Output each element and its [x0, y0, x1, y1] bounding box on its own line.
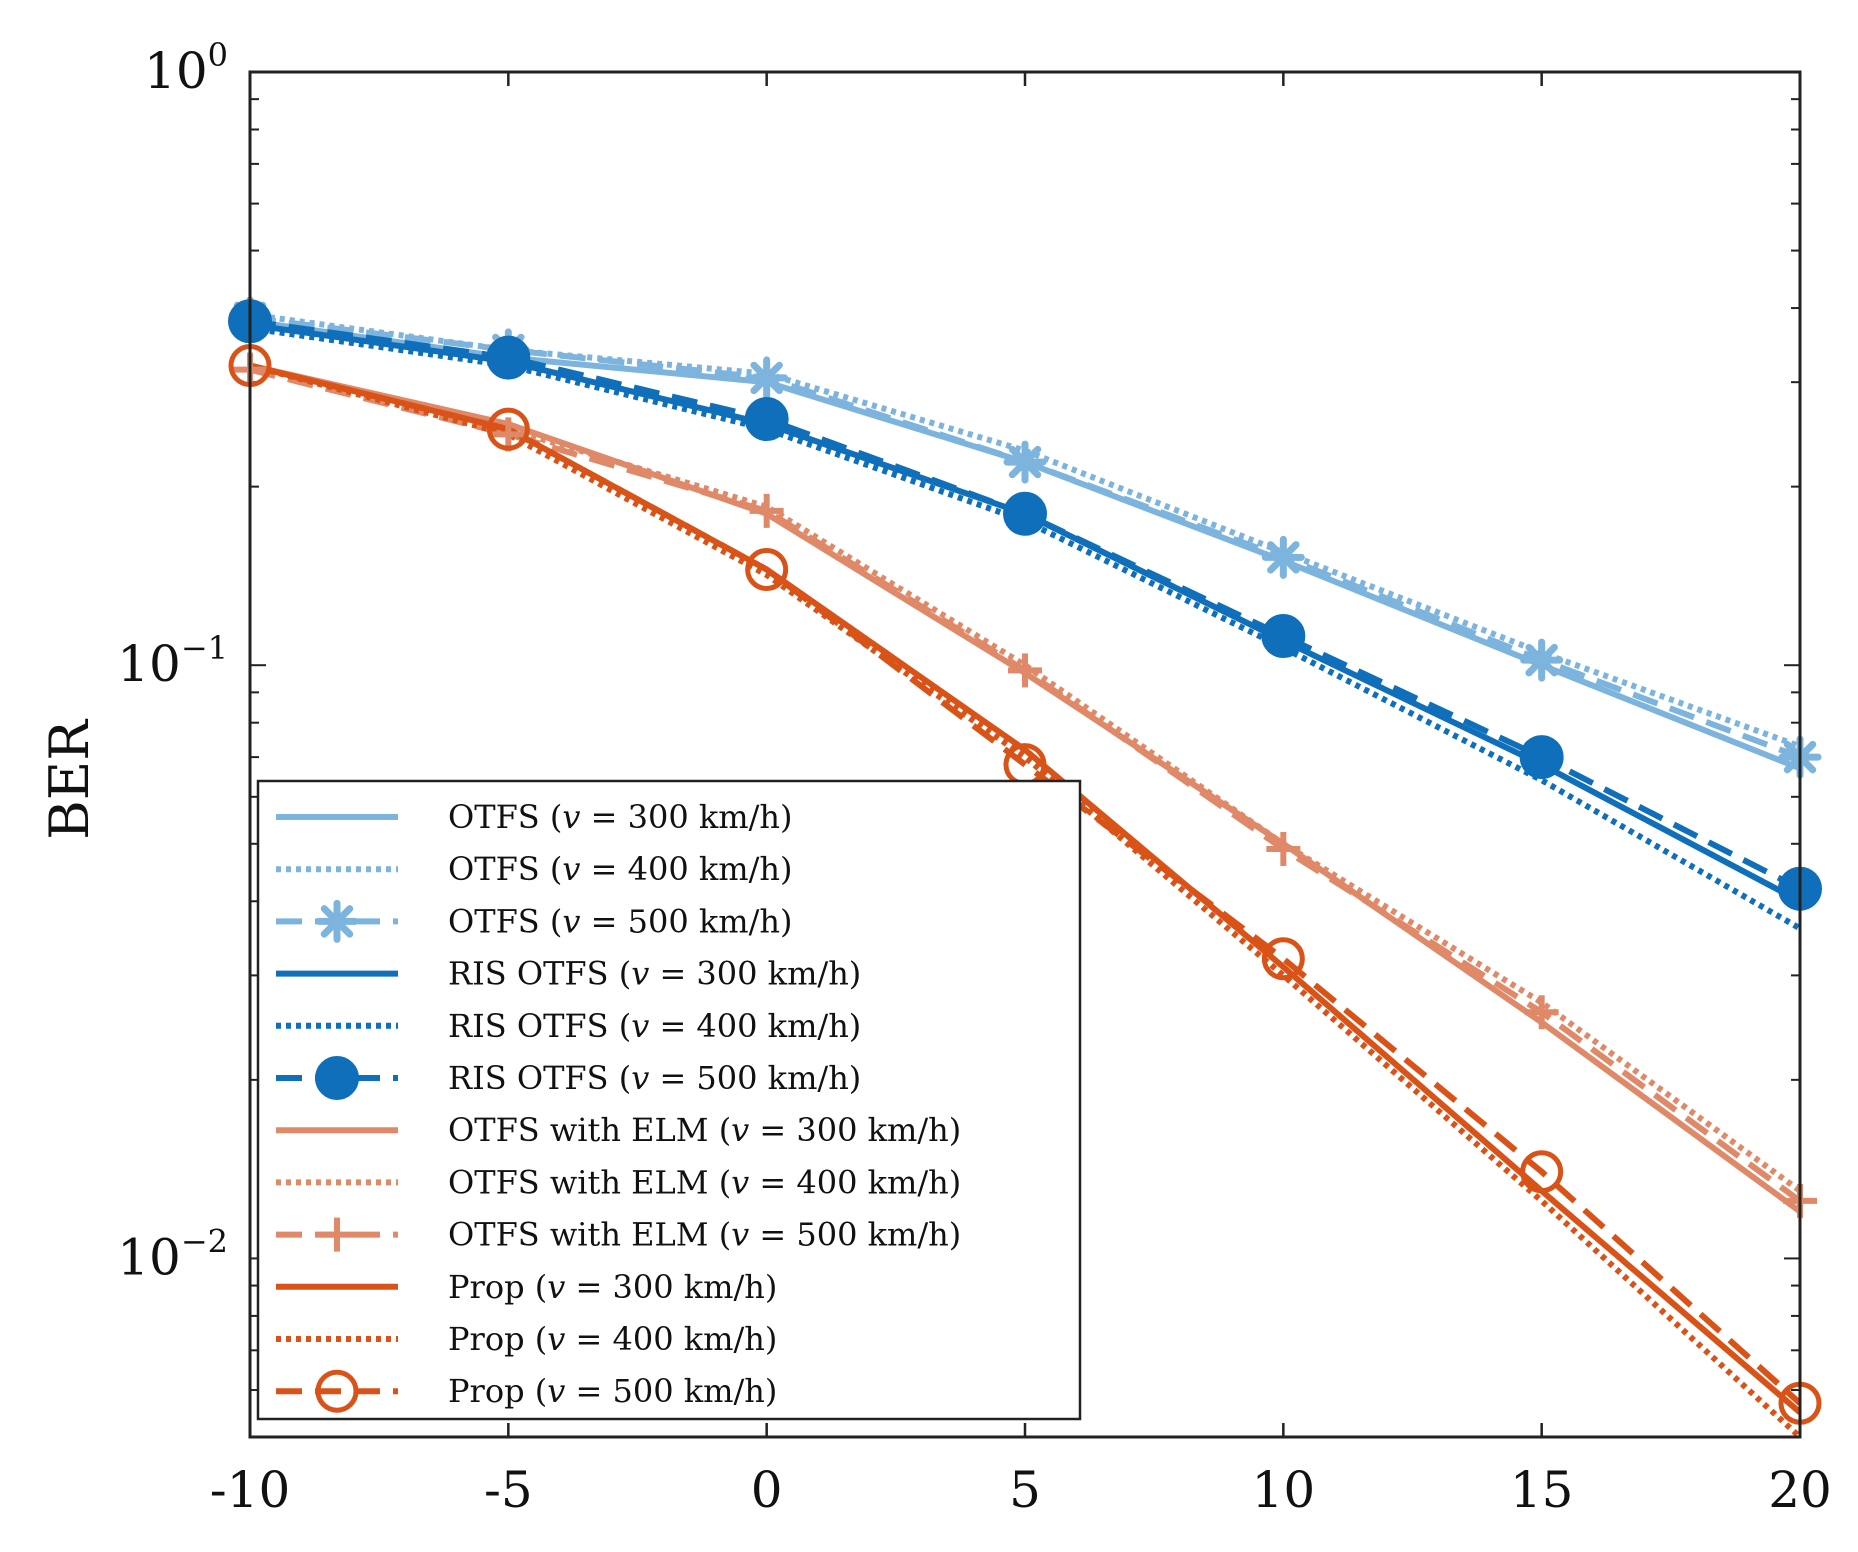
legend-item: Prop (v = 500 km/h) [276, 1369, 777, 1413]
marker-filled-circle [1519, 735, 1564, 780]
legend-item: RIS OTFS (v = 500 km/h) [276, 1056, 861, 1100]
marker-asterisk [1261, 535, 1305, 579]
marker-asterisk [315, 899, 359, 943]
x-tick-labels: -10 -5 0 5 10 15 20 [210, 1461, 1832, 1519]
legend-label: Prop (v = 400 km/h) [448, 1320, 777, 1358]
marker-open-circle [315, 1369, 359, 1413]
marker-open-circle [1520, 1150, 1564, 1194]
marker-asterisk [1520, 638, 1564, 682]
y-tick-label: 10−1 [117, 629, 228, 693]
x-tick-label: 0 [751, 1461, 783, 1519]
marker-open-circle [745, 547, 789, 591]
legend-label: OTFS with ELM (v = 500 km/h) [448, 1216, 961, 1254]
marker-plus [1008, 653, 1042, 688]
legend-label: RIS OTFS (v = 500 km/h) [448, 1059, 861, 1097]
y-tick-label: 10−2 [117, 1222, 228, 1286]
legend-label: OTFS (v = 400 km/h) [448, 850, 792, 888]
legend-label: Prop (v = 300 km/h) [448, 1268, 777, 1306]
marker-plus [749, 493, 784, 528]
marker-open-circle [1261, 937, 1305, 981]
legend-item: OTFS with ELM (v = 300 km/h) [276, 1111, 961, 1149]
x-tick-label: 15 [1510, 1461, 1574, 1519]
series-line-12 [250, 362, 1800, 1406]
legend-label: OTFS (v = 300 km/h) [448, 798, 792, 836]
y-tick-labels: 100 10−1 10−2 [117, 36, 228, 1286]
marker-filled-circle [315, 1056, 359, 1100]
legend-item: OTFS (v = 300 km/h) [276, 798, 792, 836]
x-tick-label: -10 [210, 1461, 291, 1519]
legend-label: Prop (v = 500 km/h) [448, 1372, 777, 1410]
legend-label: OTFS (v = 500 km/h) [448, 902, 792, 940]
x-tick-label: -5 [484, 1461, 533, 1519]
x-tick-label: 5 [1009, 1461, 1041, 1519]
marker-plus [1266, 831, 1301, 866]
marker-filled-circle [1261, 614, 1306, 659]
plot-frame [248, 70, 1802, 1439]
legend-item: OTFS with ELM (v = 500 km/h) [276, 1216, 961, 1254]
x-tick-label: 10 [1252, 1461, 1316, 1519]
legend-item: RIS OTFS (v = 300 km/h) [276, 955, 861, 993]
legend-item: OTFS (v = 500 km/h) [276, 899, 792, 943]
marker-plus [320, 1217, 354, 1252]
marker-plus [1524, 995, 1559, 1030]
marker-filled-circle [1003, 491, 1047, 536]
legend-label: OTFS with ELM (v = 400 km/h) [448, 1163, 961, 1201]
y-axis-label: BER [38, 719, 101, 840]
y-tick-label: 100 [144, 36, 228, 100]
x-tick-label: 20 [1768, 1461, 1832, 1519]
legend-item: OTFS with ELM (v = 400 km/h) [276, 1163, 961, 1201]
marker-filled-circle [486, 335, 531, 380]
legend-item: Prop (v = 400 km/h) [276, 1320, 777, 1358]
legend: OTFS (v = 300 km/h) OTFS (v = 400 km/h) OT… [256, 779, 1082, 1421]
marker-asterisk [745, 356, 789, 400]
marker-filled-circle [744, 397, 789, 442]
marker-open-circle [486, 407, 530, 451]
legend-label: RIS OTFS (v = 400 km/h) [448, 1007, 861, 1045]
legend-label: RIS OTFS (v = 300 km/h) [448, 955, 861, 993]
legend-box [256, 779, 1082, 1421]
legend-item: Prop (v = 300 km/h) [276, 1268, 777, 1306]
legend-item: RIS OTFS (v = 400 km/h) [276, 1007, 861, 1045]
marker-asterisk [1003, 440, 1047, 484]
legend-item: OTFS (v = 400 km/h) [276, 850, 792, 888]
legend-label: OTFS with ELM (v = 300 km/h) [448, 1111, 961, 1149]
